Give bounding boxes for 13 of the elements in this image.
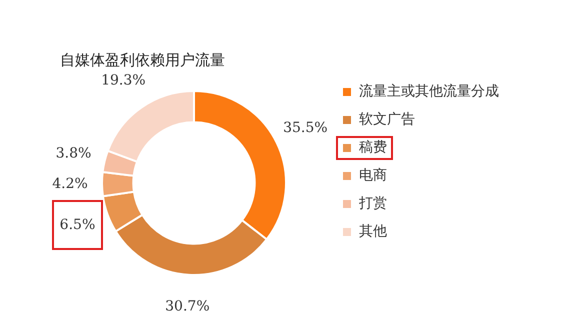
legend-label: 其他: [359, 224, 387, 240]
legend-label: 软文广告: [359, 112, 415, 128]
data-label: 30.7%: [165, 298, 210, 314]
legend-label: 电商: [359, 168, 387, 184]
data-label: 3.8%: [56, 145, 92, 162]
data-label: 19.3%: [101, 72, 146, 89]
chart-title: 自媒体盈利依赖用户流量: [60, 50, 225, 69]
data-label: 35.5%: [283, 120, 328, 136]
data-label: 6.5%: [60, 217, 96, 234]
legend-label: 稿费: [359, 140, 387, 156]
legend-label: 打赏: [358, 196, 387, 212]
data-label: 4.2%: [52, 176, 88, 192]
legend-label: 流量主或其他流量分成: [359, 84, 499, 100]
